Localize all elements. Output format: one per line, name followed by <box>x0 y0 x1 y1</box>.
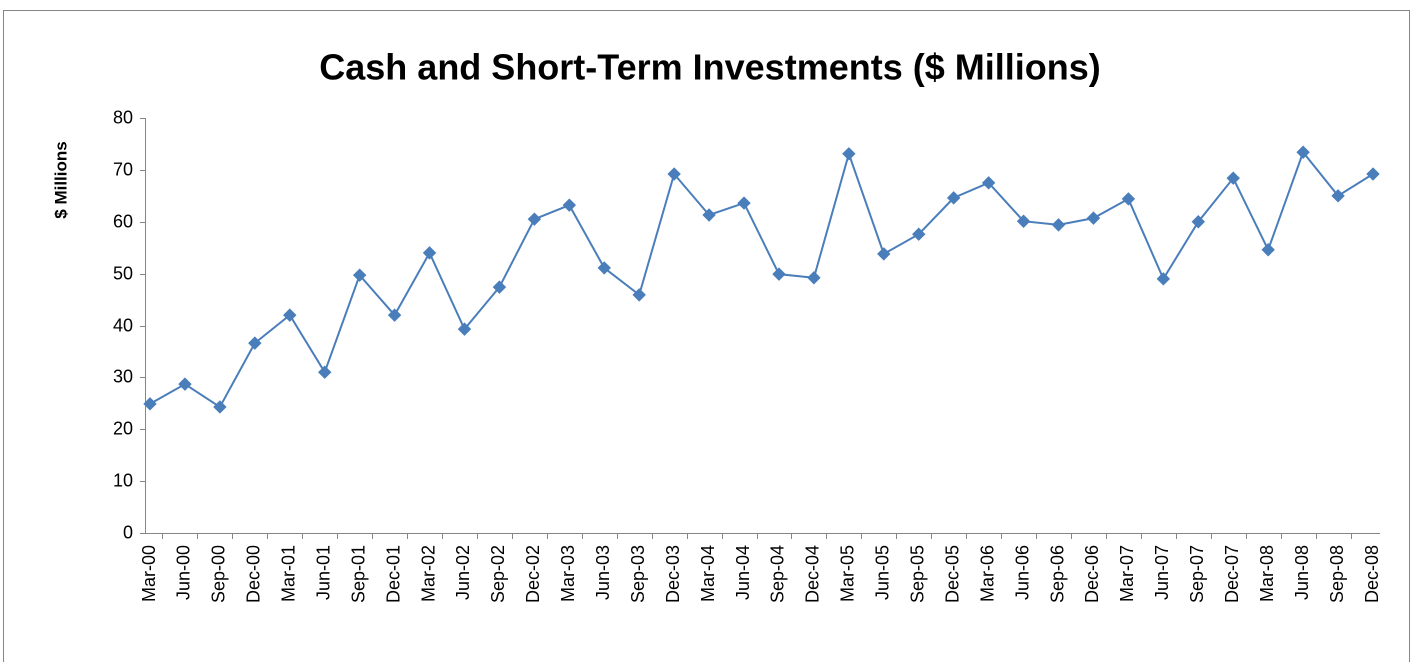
data-point <box>912 227 926 241</box>
data-point <box>1296 145 1310 159</box>
data-point <box>877 247 891 261</box>
x-tick-label: Mar-00 <box>139 545 159 602</box>
x-tick-label: Sep-01 <box>348 545 368 603</box>
y-tick-label: 60 <box>113 211 133 231</box>
data-point <box>1051 218 1066 232</box>
data-point <box>667 167 681 181</box>
x-tick-label: Dec-07 <box>1222 545 1242 603</box>
x-tick-label: Dec-01 <box>383 545 403 603</box>
data-point <box>422 246 437 260</box>
data-point <box>1156 272 1171 286</box>
data-point <box>1121 192 1136 206</box>
data-line <box>149 150 1374 409</box>
data-point <box>1016 214 1031 228</box>
data-point <box>492 280 507 294</box>
data-point <box>178 377 192 391</box>
x-tick-label: Jun-04 <box>733 545 753 600</box>
data-point <box>981 176 996 190</box>
data-point <box>143 397 157 411</box>
data-point <box>1261 243 1275 257</box>
y-tick-label: 30 <box>113 366 133 386</box>
x-tick-label: Mar-08 <box>1257 545 1277 602</box>
x-tick-label: Sep-03 <box>628 545 648 603</box>
chart-title: Cash and Short-Term Investments ($ Milli… <box>319 47 1100 88</box>
x-tick-label: Mar-06 <box>977 545 997 602</box>
y-tick-label: 0 <box>123 522 133 542</box>
y-tick-label: 50 <box>113 263 133 283</box>
x-tick-label: Sep-05 <box>907 545 927 603</box>
x-tick-label: Sep-00 <box>209 545 229 603</box>
data-point <box>352 268 367 282</box>
data-point <box>1191 215 1205 229</box>
x-tick-label: Jun-01 <box>313 545 333 600</box>
x-tick-label: Mar-03 <box>558 545 578 602</box>
data-point <box>387 308 402 322</box>
data-point <box>318 365 332 379</box>
x-tick-label: Sep-08 <box>1327 545 1347 603</box>
data-point <box>946 191 961 205</box>
x-tick-label: Mar-05 <box>838 545 858 602</box>
data-point <box>562 198 577 212</box>
x-tick-label: Mar-01 <box>279 545 299 602</box>
x-tick-label: Jun-07 <box>1152 545 1172 600</box>
x-tick-label: Dec-06 <box>1082 545 1102 603</box>
x-tick-label: Sep-02 <box>488 545 508 603</box>
data-point <box>213 400 227 414</box>
x-tick-label: Mar-07 <box>1117 545 1137 602</box>
x-tick-label: Dec-03 <box>663 545 683 603</box>
data-point <box>737 196 751 210</box>
data-point <box>1086 211 1101 225</box>
data-point <box>248 336 262 350</box>
y-tick-label: 80 <box>113 107 133 127</box>
x-tick-label: Jun-02 <box>453 545 473 600</box>
x-tick-label: Dec-00 <box>244 545 264 603</box>
x-tick-label: Jun-06 <box>1012 545 1032 600</box>
y-tick-label: 70 <box>113 159 133 179</box>
x-tick-label: Mar-02 <box>418 545 438 602</box>
x-tick-label: Jun-00 <box>174 545 194 600</box>
data-point <box>772 267 786 281</box>
data-point <box>842 147 856 161</box>
x-tick-label: Jun-03 <box>593 545 613 600</box>
data-point <box>702 208 716 222</box>
y-tick-label: 10 <box>113 470 133 490</box>
y-tick-label: 40 <box>113 315 133 335</box>
x-tick-label: Jun-08 <box>1292 545 1312 600</box>
x-tick-label: Dec-04 <box>803 545 823 603</box>
data-point <box>807 271 821 285</box>
chart-border <box>3 10 1410 662</box>
x-tick-label: Jun-05 <box>873 545 893 600</box>
x-tick-label: Sep-07 <box>1187 545 1207 603</box>
y-tick-label: 20 <box>113 418 133 438</box>
data-point <box>527 212 542 226</box>
data-point <box>1226 171 1240 185</box>
x-tick-label: Dec-08 <box>1362 545 1382 603</box>
data-point <box>283 308 297 322</box>
x-tick-label: Sep-04 <box>768 545 788 603</box>
data-point <box>1366 167 1380 181</box>
data-point <box>457 322 472 336</box>
data-point <box>597 261 611 275</box>
y-axis-label: $ Millions <box>51 141 70 218</box>
x-tick-label: Dec-02 <box>523 545 543 603</box>
x-tick-label: Sep-06 <box>1047 545 1067 603</box>
x-tick-label: Mar-04 <box>698 545 718 602</box>
data-point <box>1331 189 1345 203</box>
x-tick-label: Dec-05 <box>942 545 962 603</box>
data-point <box>632 288 646 302</box>
